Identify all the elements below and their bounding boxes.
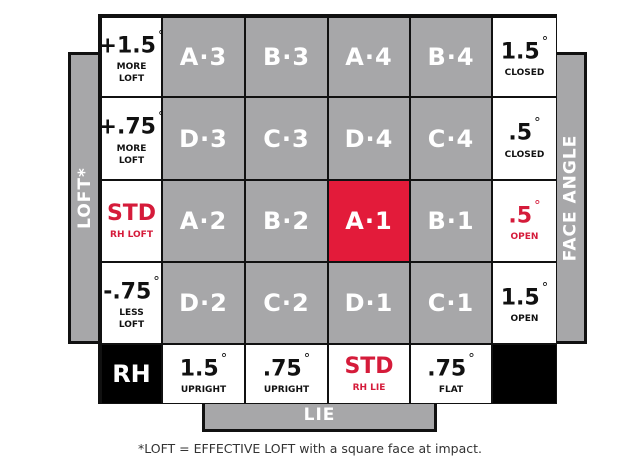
corner-blank (493, 345, 556, 403)
lie-label: 1.5 ° UPRIGHT (163, 345, 244, 403)
label-caption: MORE LOFT (116, 62, 147, 85)
label-caption: MORE LOFT (116, 143, 147, 166)
value-text: 1.5 (500, 285, 540, 311)
setting-cell: C·1 (411, 263, 491, 343)
label-caption: RH LIE (352, 382, 386, 393)
degree-icon: ° (153, 274, 160, 290)
footnote: *LOFT = EFFECTIVE LOFT with a square fac… (137, 441, 483, 456)
degree-icon: ° (534, 198, 541, 214)
setting-cell: C·3 (246, 98, 327, 179)
label-value: .75 ° (263, 352, 310, 381)
label-caption: FLAT (438, 385, 464, 396)
value-text: .5 (508, 120, 533, 146)
label-caption: RH LOFT (110, 229, 153, 240)
value-text: -.75 (103, 279, 152, 305)
label-value: -.75 ° (103, 275, 160, 304)
label-caption: LESS LOFT (118, 308, 145, 331)
label-value: .5 ° (508, 116, 540, 145)
degree-icon: ° (534, 116, 541, 132)
setting-cell: A·1 (329, 181, 409, 261)
label-caption: CLOSED (504, 149, 545, 160)
face-angle-label: 1.5 ° CLOSED (493, 18, 556, 96)
label-value: .75 ° (427, 352, 474, 381)
label-caption: UPRIGHT (263, 385, 310, 396)
value-text: .5 (508, 203, 533, 229)
setting-cell: B·3 (246, 18, 327, 96)
face-angle-label: .5 ° OPEN (493, 181, 556, 261)
label-value: +.75 ° (99, 110, 165, 139)
lie-label: .75 ° UPRIGHT (246, 345, 327, 403)
label-caption: OPEN (510, 232, 539, 243)
degree-icon: ° (303, 351, 311, 367)
label-caption: CLOSED (504, 68, 545, 79)
value-text: STD (106, 200, 157, 226)
value-text: 1.5 (179, 356, 219, 382)
loft-label: +1.5 ° MORE LOFT (99, 18, 164, 96)
label-value: 1.5 ° (501, 35, 548, 64)
setting-cell: A·4 (329, 18, 409, 96)
degree-icon: ° (157, 110, 165, 126)
label-value: +1.5 ° (99, 29, 165, 58)
setting-cell: C·4 (411, 98, 491, 179)
setting-cell: D·1 (329, 263, 409, 343)
value-text: 1.5 (500, 39, 540, 65)
degree-icon: ° (220, 351, 228, 367)
label-caption: OPEN (510, 314, 539, 325)
label-value: .5 ° (508, 199, 540, 228)
face-angle-axis-text: FACE ANGLE (560, 134, 581, 262)
value-text: .75 (427, 356, 467, 382)
label-caption: UPRIGHT (180, 385, 227, 396)
label-value: 1.5 ° (180, 352, 227, 381)
value-text: +.75 (98, 114, 156, 140)
loft-axis-text: LOFT* (75, 167, 95, 229)
degree-icon: ° (157, 28, 165, 44)
setting-cell: D·2 (163, 263, 244, 343)
setting-cell: A·2 (163, 181, 244, 261)
setting-cell: A·3 (163, 18, 244, 96)
loft-label: STD RH LOFT (102, 181, 161, 261)
face-angle-axis-label: FACE ANGLE (553, 52, 587, 344)
label-value: 1.5 ° (501, 281, 548, 310)
surefit-chart-grid: +1.5 ° MORE LOFT +.75 ° MORE LOFT STD RH LOFT -.… (98, 14, 557, 404)
loft-label: +.75 ° MORE LOFT (99, 98, 164, 179)
setting-cell: B·1 (411, 181, 491, 261)
setting-cell: D·3 (163, 98, 244, 179)
setting-cell: C·2 (246, 263, 327, 343)
face-angle-label: .5 ° CLOSED (493, 98, 556, 179)
value-text: +1.5 (98, 33, 156, 59)
value-text: .75 (262, 356, 302, 382)
degree-icon: ° (541, 280, 549, 296)
value-text: STD (344, 353, 394, 379)
lie-label: .75 ° FLAT (411, 345, 491, 403)
lie-label: STD RH LIE (329, 345, 409, 403)
setting-cell: B·4 (411, 18, 491, 96)
loft-axis-label: LOFT* (68, 52, 102, 344)
label-value: STD (344, 353, 394, 379)
setting-cell: D·4 (329, 98, 409, 179)
degree-icon: ° (541, 34, 549, 50)
loft-label: -.75 ° LESS LOFT (102, 263, 161, 343)
label-value: STD (106, 200, 157, 226)
setting-cell: B·2 (246, 181, 327, 261)
degree-icon: ° (468, 351, 475, 367)
face-angle-label: 1.5 ° OPEN (493, 263, 556, 343)
corner-rh: RH (102, 345, 161, 403)
lie-axis-text: LIE (303, 405, 336, 425)
